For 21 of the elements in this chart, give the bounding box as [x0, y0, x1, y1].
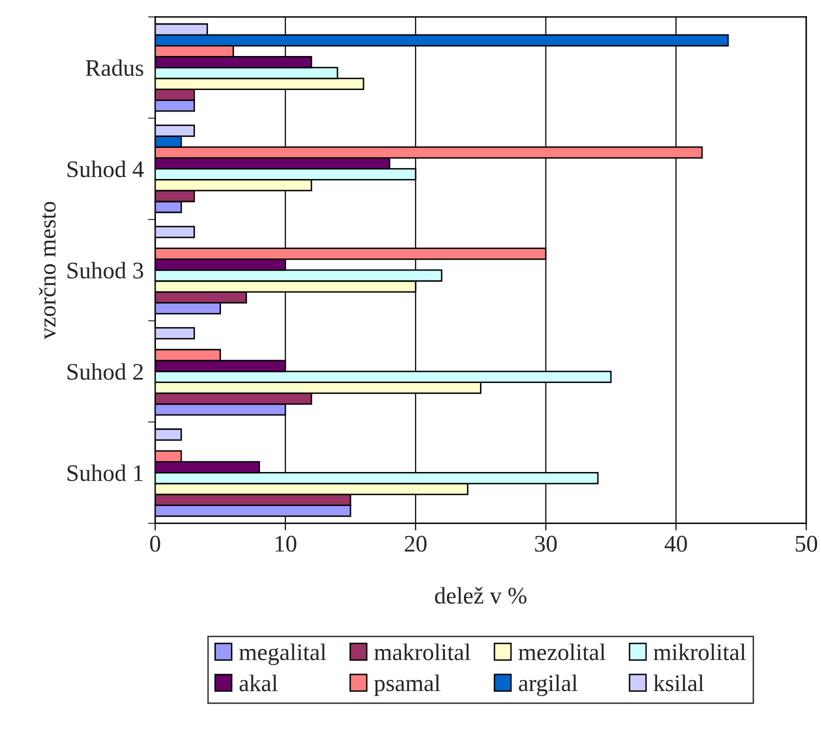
- x-tick-label: 20: [404, 536, 426, 552]
- legend-label: makrolital: [374, 644, 470, 660]
- x-tick-label: 40: [664, 536, 687, 552]
- y-axis-title: vzorčno mesto: [38, 202, 56, 340]
- legend-label: ksilal: [654, 674, 704, 692]
- x-tick-label: 30: [535, 536, 557, 552]
- legend-label: psamal: [374, 674, 440, 696]
- x-tick-label: 0: [150, 536, 160, 552]
- legend-label: mikrolital: [654, 644, 746, 660]
- y-tick-label: Suhod 2: [68, 363, 143, 380]
- legend-label: argilal: [518, 674, 578, 696]
- x-axis-title: delež v %: [435, 587, 526, 604]
- x-tick-label: 50: [796, 536, 818, 552]
- y-tick-label: Suhod 4: [68, 160, 144, 178]
- y-tick-label: Suhod 3: [68, 262, 144, 279]
- legend-label: akal: [240, 674, 278, 692]
- y-tick-label: Radus: [86, 59, 144, 76]
- y-tick-label: Suhod 1: [68, 464, 143, 482]
- x-tick-label: 10: [276, 536, 296, 552]
- legend-label: mezolital: [518, 644, 606, 660]
- legend-label: megalital: [239, 644, 326, 666]
